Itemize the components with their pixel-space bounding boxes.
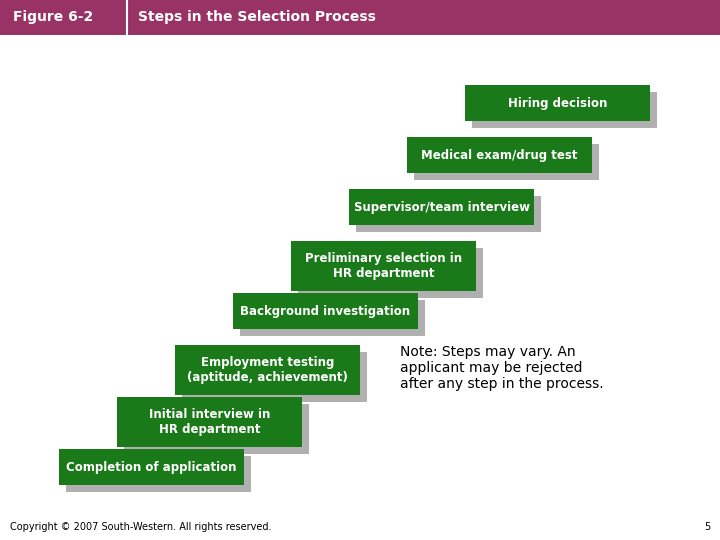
Text: Figure 6-2: Figure 6-2 [13, 10, 94, 24]
Bar [407, 137, 592, 173]
Bar [0, 0, 720, 35]
Text: Note: Steps may vary. An
applicant may be rejected
after any step in the process: Note: Steps may vary. An applicant may b… [400, 345, 603, 392]
Bar [59, 449, 244, 485]
Bar [175, 345, 360, 395]
Text: Copyright © 2007 South-Western. All rights reserved.: Copyright © 2007 South-Western. All righ… [10, 522, 271, 532]
Text: Steps in the Selection Process: Steps in the Selection Process [138, 10, 376, 24]
Bar [356, 196, 541, 232]
Bar [182, 352, 367, 402]
Bar [233, 293, 418, 329]
Text: Medical exam/drug test: Medical exam/drug test [421, 148, 577, 161]
Bar [66, 456, 251, 492]
Text: Preliminary selection in
HR department: Preliminary selection in HR department [305, 252, 462, 280]
Text: Employment testing
(aptitude, achievement): Employment testing (aptitude, achievemen… [187, 356, 348, 384]
Bar [414, 144, 599, 180]
Bar [291, 241, 476, 291]
Text: Supervisor/team interview: Supervisor/team interview [354, 200, 529, 213]
Bar [240, 300, 425, 336]
Bar [124, 404, 309, 454]
Text: Background investigation: Background investigation [240, 305, 410, 318]
Bar [298, 248, 483, 298]
Text: 5: 5 [703, 522, 710, 532]
Bar [349, 189, 534, 225]
Bar [465, 85, 650, 121]
Bar [472, 92, 657, 128]
Text: Hiring decision: Hiring decision [508, 97, 607, 110]
Text: Completion of application: Completion of application [66, 461, 237, 474]
Text: Initial interview in
HR department: Initial interview in HR department [149, 408, 270, 436]
Bar [117, 397, 302, 447]
